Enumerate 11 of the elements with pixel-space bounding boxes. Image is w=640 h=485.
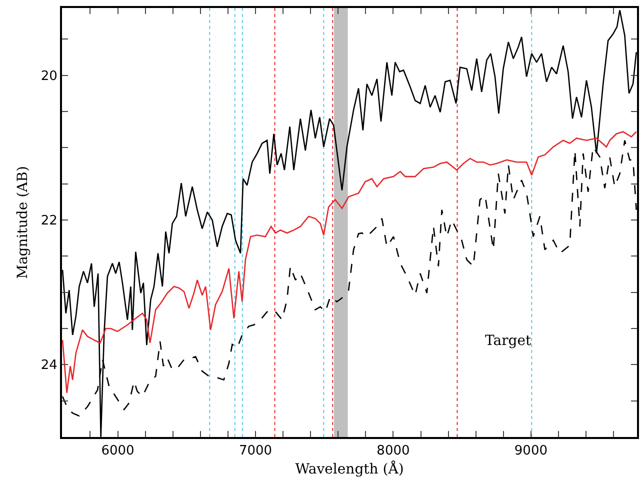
- annotation: Target: [485, 333, 532, 349]
- line-series: [62, 10, 637, 437]
- x-tick-label: 7000: [238, 444, 272, 459]
- y-axis-title: Magnitude (AB): [14, 166, 31, 279]
- x-tick-label: 6000: [101, 444, 134, 459]
- y-tick-label: 24: [40, 358, 58, 374]
- x-tick-label: 9000: [514, 444, 548, 459]
- x-axis-title: Wavelength (Å): [295, 460, 404, 478]
- x-tick-label: 8000: [376, 444, 410, 459]
- y-tick-label: 20: [40, 68, 58, 84]
- y-tick-label: 22: [40, 214, 58, 229]
